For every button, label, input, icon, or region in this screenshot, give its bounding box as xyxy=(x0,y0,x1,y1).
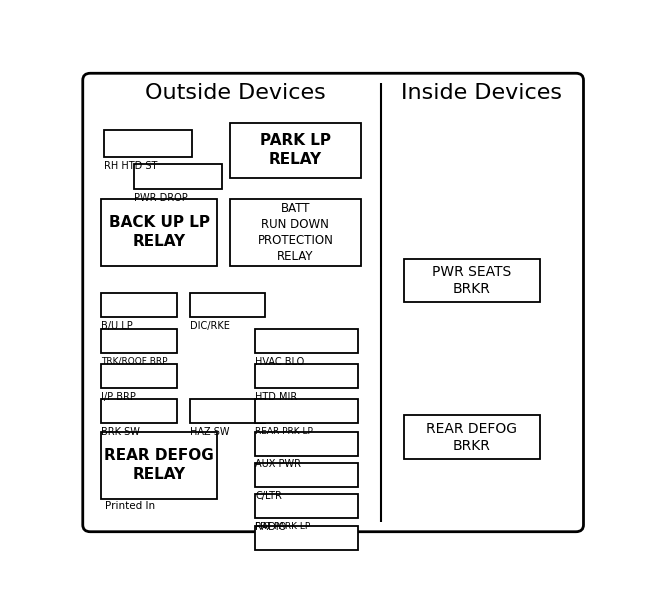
Text: REAR DEFOG
BRKR: REAR DEFOG BRKR xyxy=(426,422,517,453)
Text: RH HTD ST: RH HTD ST xyxy=(104,161,157,171)
FancyBboxPatch shape xyxy=(83,73,584,532)
Bar xyxy=(134,164,222,189)
Text: DIC/RKE: DIC/RKE xyxy=(190,321,229,331)
Bar xyxy=(190,294,265,317)
Text: PWR SEATS
BRKR: PWR SEATS BRKR xyxy=(432,265,512,297)
Bar xyxy=(101,364,177,388)
Bar xyxy=(255,364,358,388)
Text: HAZ SW: HAZ SW xyxy=(190,427,229,437)
Bar xyxy=(101,294,177,317)
Text: PWR DROP: PWR DROP xyxy=(134,193,188,203)
Bar xyxy=(104,129,192,157)
Bar xyxy=(255,432,358,456)
Text: REAR DEFOG
RELAY: REAR DEFOG RELAY xyxy=(105,448,214,482)
Text: Inside Devices: Inside Devices xyxy=(401,83,562,102)
Text: AUX PWR: AUX PWR xyxy=(255,459,301,469)
Text: C/LTR: C/LTR xyxy=(255,491,282,501)
Bar xyxy=(190,400,265,423)
Bar xyxy=(230,199,361,265)
Text: TRK/ROOF BRP: TRK/ROOF BRP xyxy=(101,357,168,366)
Text: RADIO: RADIO xyxy=(255,522,286,532)
Bar xyxy=(101,329,177,353)
Text: I/P BRP: I/P BRP xyxy=(101,392,136,401)
Text: Printed In: Printed In xyxy=(105,501,155,511)
Text: Outside Devices: Outside Devices xyxy=(144,83,325,102)
Text: REAR PRK LP: REAR PRK LP xyxy=(255,427,313,436)
Text: HVAC BLO: HVAC BLO xyxy=(255,357,304,367)
Text: FRT PARK LP: FRT PARK LP xyxy=(255,522,310,531)
Bar xyxy=(255,526,358,550)
Bar xyxy=(101,432,217,498)
Bar xyxy=(230,123,361,178)
Text: HTD MIR: HTD MIR xyxy=(255,392,297,401)
Text: BACK UP LP
RELAY: BACK UP LP RELAY xyxy=(109,216,210,249)
Bar xyxy=(255,494,358,518)
Bar xyxy=(255,329,358,353)
Text: PARK LP
RELAY: PARK LP RELAY xyxy=(260,134,331,167)
Bar xyxy=(101,400,177,423)
Bar xyxy=(255,400,358,423)
Text: BRK SW: BRK SW xyxy=(101,427,140,437)
Bar xyxy=(255,463,358,487)
Bar xyxy=(404,259,540,302)
Text: BATT
RUN DOWN
PROTECTION
RELAY: BATT RUN DOWN PROTECTION RELAY xyxy=(257,202,333,262)
Bar xyxy=(101,199,217,265)
Bar xyxy=(404,416,540,459)
Text: B/U LP: B/U LP xyxy=(101,321,133,331)
